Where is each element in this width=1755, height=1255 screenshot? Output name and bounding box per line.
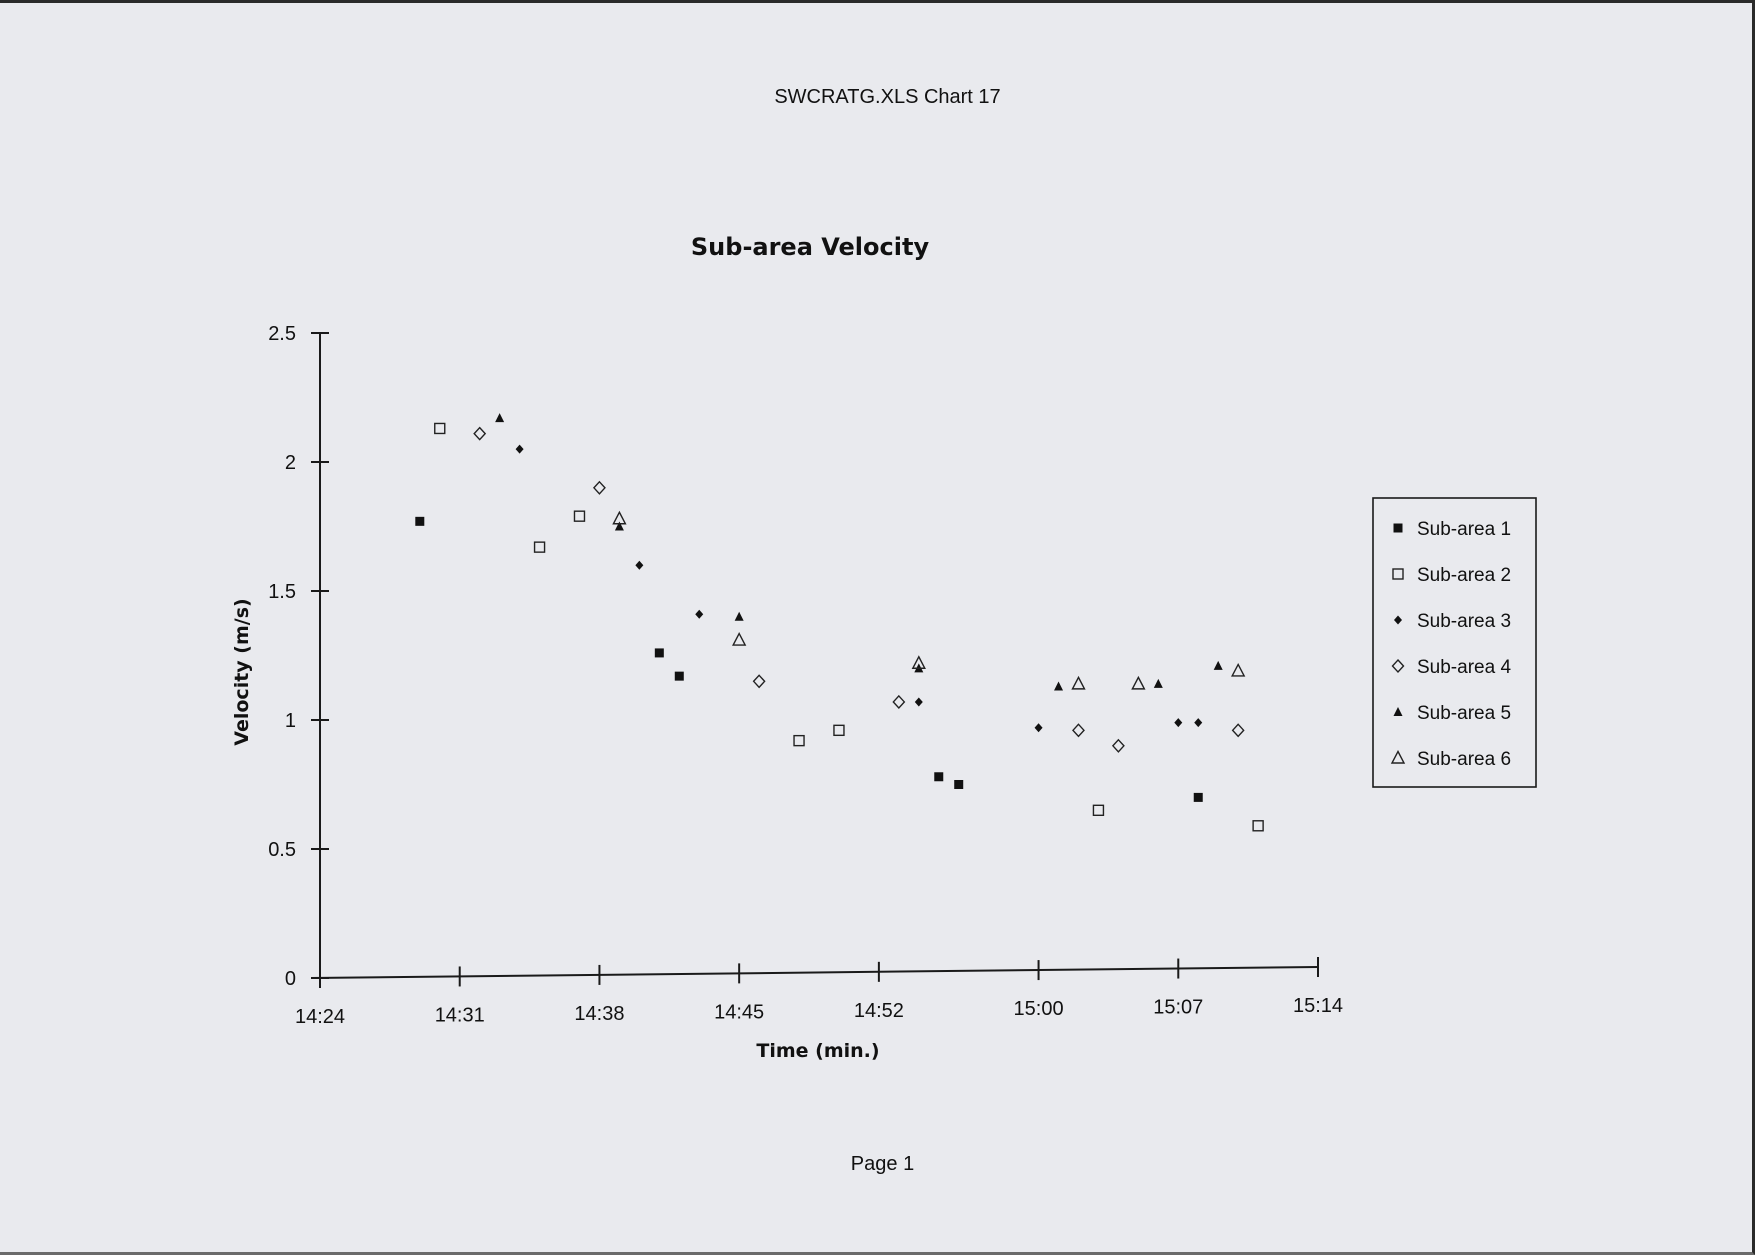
data-point bbox=[732, 632, 747, 646]
x-tick-label: 14:31 bbox=[435, 1004, 485, 1026]
data-point bbox=[1072, 723, 1085, 738]
file-title: SWCRATG.XLS Chart 17 bbox=[774, 86, 1001, 108]
data-point bbox=[1193, 792, 1203, 802]
legend-entry-label: Sub-area 2 bbox=[1417, 565, 1511, 586]
x-tick-label: 15:00 bbox=[1014, 998, 1064, 1020]
x-tick-label: 15:07 bbox=[1153, 997, 1203, 1019]
data-point bbox=[833, 724, 845, 737]
series-sub-area-5 bbox=[495, 413, 1223, 691]
legend-marker bbox=[1390, 749, 1406, 764]
data-point bbox=[954, 780, 964, 789]
data-point bbox=[635, 560, 644, 570]
x-tick-label: 14:45 bbox=[714, 1001, 764, 1023]
y-tick-label: 0 bbox=[285, 968, 296, 990]
y-axis-label: Velocity (m/s) bbox=[231, 598, 253, 745]
x-axis-label: Time (min.) bbox=[756, 1040, 879, 1062]
data-point bbox=[1054, 681, 1064, 691]
data-point bbox=[415, 516, 425, 526]
data-point bbox=[434, 422, 446, 435]
data-point bbox=[1131, 675, 1146, 690]
data-point bbox=[515, 444, 524, 454]
data-point bbox=[695, 609, 704, 619]
data-points bbox=[415, 413, 1264, 832]
data-point bbox=[473, 426, 487, 441]
legend-marker bbox=[1393, 707, 1403, 716]
legend-marker bbox=[1393, 523, 1403, 533]
y-tick-label: 2.5 bbox=[268, 323, 296, 345]
data-point bbox=[752, 674, 766, 689]
data-point bbox=[533, 541, 546, 553]
series-sub-area-4 bbox=[473, 426, 1245, 753]
legend-entry-label: Sub-area 6 bbox=[1417, 749, 1511, 770]
data-point bbox=[1034, 723, 1043, 733]
data-point bbox=[1194, 718, 1203, 728]
x-tick-label: 14:24 bbox=[295, 1006, 345, 1028]
data-point bbox=[1153, 678, 1163, 688]
data-point bbox=[911, 655, 926, 669]
axes: 0 0.5 1 1.5 2 2.5 14:24 14:31 14:38 14:45 14:52 15:… bbox=[268, 323, 1343, 1028]
y-tick-label: 1 bbox=[285, 710, 296, 732]
data-point bbox=[1213, 660, 1223, 670]
data-point bbox=[1174, 718, 1183, 728]
data-point bbox=[1111, 738, 1125, 753]
x-tick-label: 14:38 bbox=[574, 1003, 624, 1025]
x-axis-line bbox=[310, 966, 1319, 979]
legend-entry-label: Sub-area 3 bbox=[1417, 611, 1511, 632]
data-point bbox=[1231, 662, 1246, 677]
series-sub-area-1 bbox=[415, 516, 1203, 802]
data-point bbox=[674, 671, 684, 681]
y-tick-label: 1.5 bbox=[268, 581, 296, 603]
legend-marker bbox=[1394, 615, 1402, 625]
legend-marker bbox=[1391, 658, 1405, 674]
y-tick-label: 0.5 bbox=[268, 839, 296, 861]
data-point bbox=[1231, 723, 1245, 738]
legend-entry-label: Sub-area 5 bbox=[1417, 703, 1511, 724]
series-sub-area-3 bbox=[515, 444, 1203, 733]
y-tick-label: 2 bbox=[285, 452, 296, 474]
x-tick-label: 15:14 bbox=[1293, 995, 1343, 1017]
series-sub-area-6 bbox=[612, 510, 1246, 690]
data-point bbox=[793, 734, 805, 747]
legend-box bbox=[1372, 497, 1537, 788]
data-point bbox=[914, 697, 923, 707]
data-point bbox=[734, 611, 744, 621]
x-tick-label: 14:52 bbox=[854, 1000, 904, 1022]
data-point bbox=[612, 510, 627, 525]
legend-entry-label: Sub-area 1 bbox=[1417, 519, 1511, 540]
data-point bbox=[654, 648, 664, 658]
data-point bbox=[495, 413, 505, 423]
data-point bbox=[1252, 820, 1264, 832]
data-point bbox=[1071, 675, 1086, 690]
data-point bbox=[614, 521, 624, 531]
chart-title: Sub-area Velocity bbox=[691, 233, 930, 261]
data-point bbox=[934, 772, 944, 782]
legend: Sub-area 1 Sub-area 2 Sub-area 3 Sub-area 4… bbox=[1372, 497, 1537, 788]
page-number-label: Page 1 bbox=[850, 1153, 915, 1175]
legend-marker bbox=[1392, 568, 1404, 580]
data-point bbox=[592, 480, 606, 495]
series-sub-area-2 bbox=[434, 422, 1264, 832]
data-point bbox=[1092, 804, 1105, 816]
data-point bbox=[892, 694, 906, 709]
legend-entry-label: Sub-area 4 bbox=[1417, 657, 1511, 678]
data-point bbox=[573, 510, 586, 522]
